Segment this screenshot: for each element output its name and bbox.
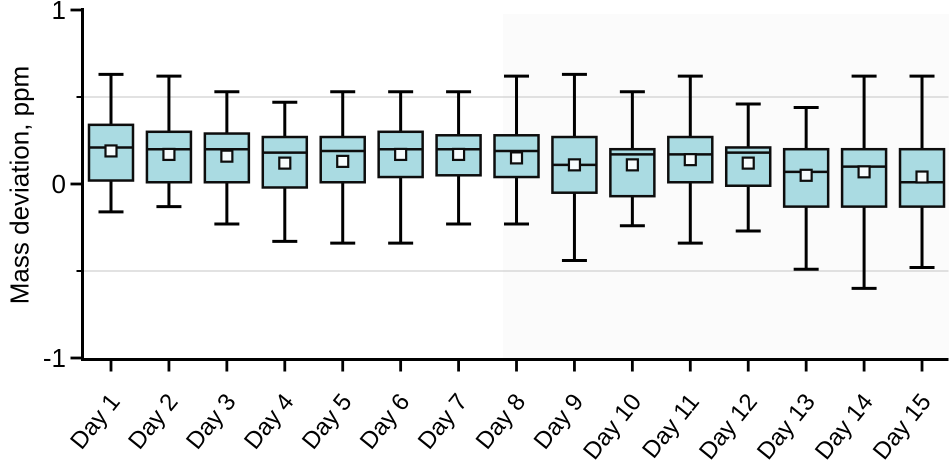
x-tick-label-day-7: Day 7 (413, 389, 473, 455)
mean-marker-day-6 (394, 147, 408, 162)
x-tick-label-day-15: Day 15 (868, 389, 937, 465)
x-tick-label-day-2: Day 2 (123, 389, 183, 455)
x-tick-label-day-12: Day 12 (694, 389, 763, 465)
mean-marker-day-8 (509, 151, 524, 165)
mean-marker-day-10 (625, 158, 639, 172)
mean-marker-day-2 (162, 147, 176, 162)
mean-marker-day-9 (567, 158, 582, 172)
x-tick-label-day-11: Day 11 (637, 389, 705, 464)
mean-marker-day-14 (857, 165, 871, 179)
x-tick-label-day-4: Day 4 (239, 389, 299, 455)
x-tick-label-day-3: Day 3 (181, 389, 241, 455)
iqr-box-day-7 (435, 134, 482, 177)
iqr-box-day-6 (377, 130, 424, 179)
mean-marker-day-4 (278, 156, 292, 170)
y-tick-label: -1 (43, 343, 66, 373)
y-tick-label: 1 (52, 0, 66, 25)
x-tick-label-day-13: Day 13 (752, 389, 821, 465)
x-tick-label-day-6: Day 6 (355, 389, 415, 455)
mean-marker-day-5 (336, 154, 350, 168)
mean-marker-day-11 (683, 153, 697, 167)
x-tick-label-day-5: Day 5 (297, 389, 357, 455)
x-tick-label-day-10: Day 10 (578, 389, 647, 465)
x-tick-label-day-8: Day 8 (471, 389, 531, 455)
mean-marker-day-15 (915, 170, 929, 184)
mean-marker-day-7 (451, 147, 466, 162)
x-tick-label-day-1: Day 1 (65, 389, 125, 455)
mean-marker-day-12 (741, 156, 755, 170)
x-tick-label-day-14: Day 14 (810, 389, 879, 465)
iqr-box-day-15 (898, 147, 946, 208)
mean-marker-day-1 (104, 144, 118, 158)
mean-marker-day-13 (799, 168, 813, 182)
mean-marker-day-3 (220, 149, 234, 163)
y-tick-label: 0 (52, 169, 66, 199)
iqr-box-day-10 (609, 147, 656, 198)
